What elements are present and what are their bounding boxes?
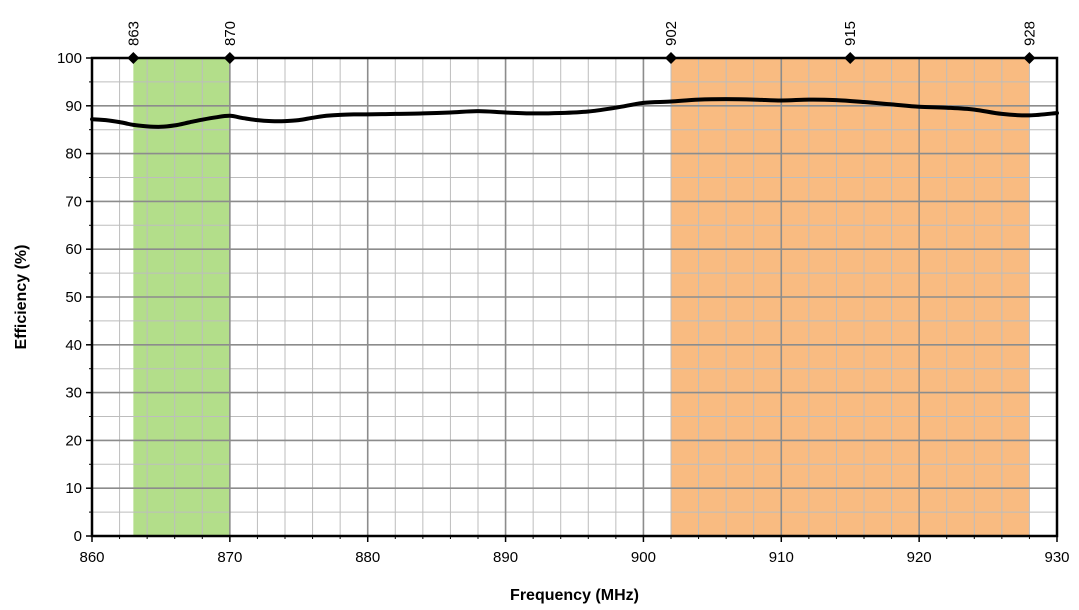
- x-tick-label: 860: [79, 549, 104, 566]
- marker-diamond: [844, 52, 857, 64]
- y-tick-label: 0: [74, 528, 82, 545]
- marker-diamond: [665, 52, 677, 64]
- marker-label: 863: [125, 21, 142, 46]
- marker-diamond: [1023, 52, 1036, 64]
- y-tick-label: 80: [65, 146, 82, 163]
- x-tick-label: 930: [1044, 549, 1069, 566]
- marker-diamond: [223, 52, 236, 64]
- y-axis-title: Efficiency (%): [13, 245, 30, 350]
- x-tick-label: 880: [355, 549, 380, 566]
- y-tick-label: 10: [65, 480, 82, 497]
- x-tick-label: 910: [769, 549, 794, 566]
- x-tick-label: 900: [631, 549, 656, 566]
- marker-diamond: [127, 52, 140, 64]
- x-axis-title: Frequency (MHz): [510, 587, 639, 604]
- band-edge-markers: 863 870 902 915 928: [125, 21, 1038, 64]
- y-axis-ticks: 0 10 20 30 40 50 60 70 80 90 100: [57, 50, 92, 545]
- x-tick-label: 920: [907, 549, 932, 566]
- marker-label: 928: [1021, 21, 1038, 46]
- y-tick-label: 20: [65, 432, 82, 449]
- y-tick-label: 60: [65, 241, 82, 258]
- y-tick-label: 30: [65, 385, 82, 402]
- marker-label: 902: [663, 21, 680, 46]
- y-tick-label: 70: [65, 193, 82, 210]
- efficiency-series-line: [90, 97, 1059, 129]
- x-tick-label: 870: [217, 549, 242, 566]
- y-tick-label: 50: [65, 289, 82, 306]
- y-tick-label: 40: [65, 337, 82, 354]
- y-tick-label: 100: [57, 50, 82, 67]
- series-layer: [90, 97, 1059, 129]
- x-tick-label: 890: [493, 549, 518, 566]
- y-tick-label: 90: [65, 98, 82, 115]
- marker-label: 870: [222, 21, 239, 46]
- x-axis-ticks: 860 870 880 890 900 910 920 930: [79, 536, 1070, 566]
- marker-label: 915: [842, 21, 859, 46]
